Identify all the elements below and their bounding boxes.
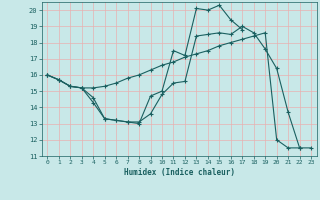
- X-axis label: Humidex (Indice chaleur): Humidex (Indice chaleur): [124, 168, 235, 177]
